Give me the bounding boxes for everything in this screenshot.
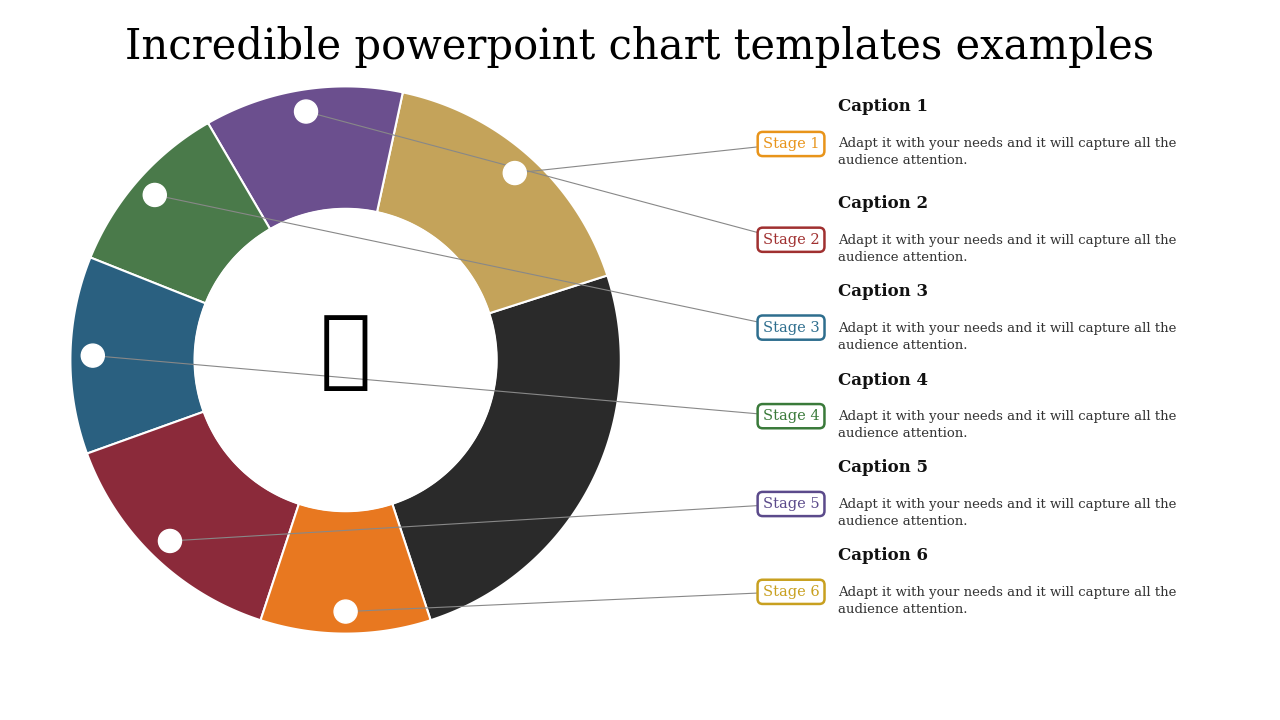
Ellipse shape bbox=[503, 161, 526, 184]
Text: Adapt it with your needs and it will capture all the
audience attention.: Adapt it with your needs and it will cap… bbox=[838, 586, 1176, 616]
Ellipse shape bbox=[159, 529, 182, 552]
Text: Stage 4: Stage 4 bbox=[763, 409, 819, 423]
Text: Adapt it with your needs and it will capture all the
audience attention.: Adapt it with your needs and it will cap… bbox=[838, 137, 1176, 167]
Text: Adapt it with your needs and it will capture all the
audience attention.: Adapt it with your needs and it will cap… bbox=[838, 322, 1176, 352]
Text: Stage 5: Stage 5 bbox=[763, 497, 819, 511]
Text: Stage 3: Stage 3 bbox=[763, 320, 819, 335]
Text: Adapt it with your needs and it will capture all the
audience attention.: Adapt it with your needs and it will cap… bbox=[838, 234, 1176, 264]
Ellipse shape bbox=[294, 100, 317, 123]
Text: Stage 2: Stage 2 bbox=[763, 233, 819, 247]
Text: Incredible powerpoint chart templates examples: Incredible powerpoint chart templates ex… bbox=[125, 26, 1155, 68]
Text: Caption 6: Caption 6 bbox=[838, 547, 928, 564]
Text: Caption 5: Caption 5 bbox=[838, 459, 928, 477]
Polygon shape bbox=[87, 412, 300, 620]
Text: 🤝: 🤝 bbox=[320, 311, 371, 395]
Polygon shape bbox=[70, 258, 206, 454]
Text: Stage 6: Stage 6 bbox=[763, 585, 819, 599]
Polygon shape bbox=[91, 123, 270, 303]
Text: Adapt it with your needs and it will capture all the
audience attention.: Adapt it with your needs and it will cap… bbox=[838, 498, 1176, 528]
Ellipse shape bbox=[334, 600, 357, 623]
Polygon shape bbox=[392, 276, 621, 620]
Text: Caption 2: Caption 2 bbox=[838, 195, 928, 212]
Ellipse shape bbox=[143, 184, 166, 207]
Polygon shape bbox=[261, 504, 430, 634]
Text: Caption 1: Caption 1 bbox=[838, 98, 928, 115]
Polygon shape bbox=[378, 92, 607, 313]
Text: Stage 1: Stage 1 bbox=[763, 137, 819, 151]
Ellipse shape bbox=[81, 344, 104, 367]
Text: Caption 3: Caption 3 bbox=[838, 283, 928, 300]
Text: Caption 4: Caption 4 bbox=[838, 372, 928, 389]
Text: Adapt it with your needs and it will capture all the
audience attention.: Adapt it with your needs and it will cap… bbox=[838, 410, 1176, 441]
Ellipse shape bbox=[195, 209, 497, 511]
Polygon shape bbox=[209, 86, 403, 229]
